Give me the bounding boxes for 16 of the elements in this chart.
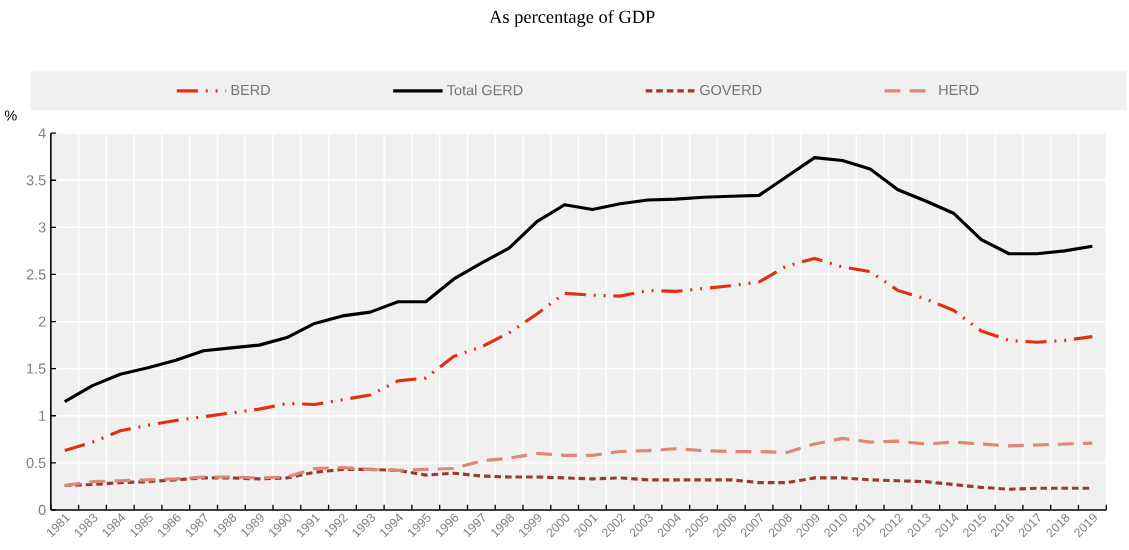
y-tick-label: 1.5 — [27, 363, 46, 374]
y-tick-label: 1 — [39, 410, 46, 421]
y-tick-label: 3.5 — [26, 174, 46, 186]
legend-label: Total GERD — [447, 84, 523, 96]
chart-title: As percentage of GDP — [489, 9, 655, 27]
y-tick-label: 4 — [38, 128, 46, 138]
y-axis-title: % — [4, 110, 17, 121]
y-tick-label: 2 — [38, 316, 46, 327]
y-tick-label: 0 — [38, 504, 46, 515]
legend-label: GOVERD — [700, 84, 762, 95]
legend-label: HERD — [939, 84, 979, 95]
line-series — [63, 155, 1094, 404]
y-tick-label: 0.5 — [26, 457, 46, 468]
y-tick-label: 3 — [38, 222, 46, 233]
y-tick-label: 2.5 — [26, 269, 46, 280]
legend-label: BERD — [231, 84, 270, 95]
